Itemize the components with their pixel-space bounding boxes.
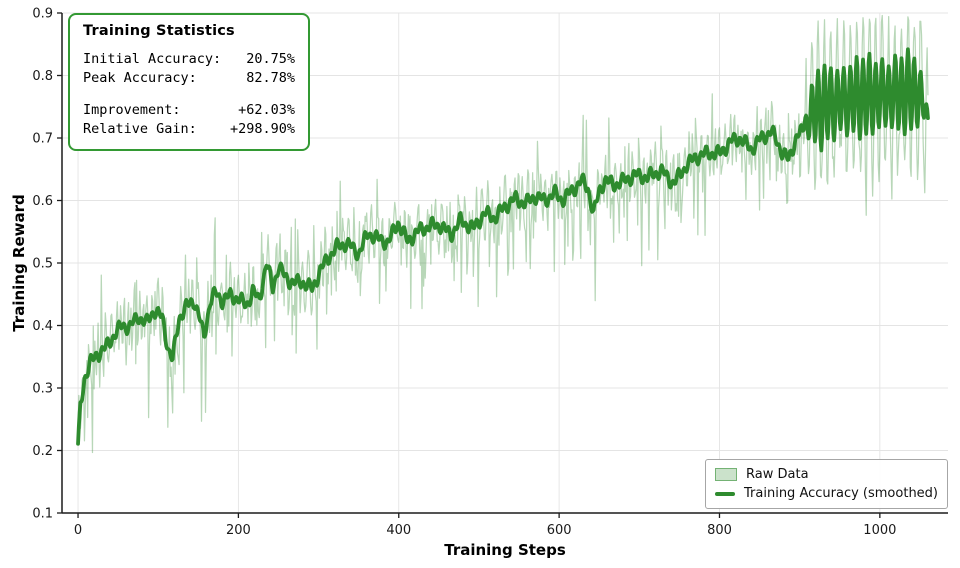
stat-value: 20.75% [246,51,295,67]
stat-value: 82.78% [246,70,295,86]
y-axis-label: Training Reward [10,194,28,332]
stat-improvement: Improvement: +62.03% [83,101,295,120]
stat-label: Relative Gain: [83,121,197,137]
y-tick-label: 0.4 [32,319,53,334]
stats-box-title: Training Statistics [83,23,235,39]
x-tick-label: 0 [74,523,82,538]
stats-box: Training Statistics Initial Accuracy: 20… [68,13,310,151]
legend: Raw Data Training Accuracy (smoothed) [705,459,948,509]
y-tick-label: 0.2 [32,444,53,459]
legend-label: Training Accuracy (smoothed) [744,486,938,501]
stat-label: Improvement: [83,102,181,118]
stat-value: +62.03% [238,102,295,118]
y-tick-label: 0.3 [32,382,53,397]
stat-relative-gain: Relative Gain: +298.90% [83,120,295,139]
x-tick-label: 1000 [863,523,896,538]
y-tick-label: 0.6 [32,194,53,209]
y-tick-label: 0.8 [32,69,53,84]
axis-ticks [57,12,881,518]
raw-data-swatch [715,468,738,481]
legend-entry-raw-data: Raw Data [715,465,938,484]
stat-label: Peak Accuracy: [83,70,197,86]
y-tick-label: 0.9 [32,7,53,22]
smoothed-line-swatch [715,491,736,496]
y-tick-label: 0.7 [32,132,53,147]
y-tick-label: 0.1 [32,507,53,522]
y-tick-label: 0.5 [32,257,53,272]
smoothed-series [76,47,930,446]
x-tick-label: 400 [386,523,411,538]
x-tick-label: 600 [547,523,572,538]
x-tick-label: 200 [226,523,251,538]
x-tick-label: 800 [707,523,732,538]
stat-label: Initial Accuracy: [83,51,222,67]
stat-initial-accuracy: Initial Accuracy: 20.75% [83,50,295,69]
legend-entry-smoothed: Training Accuracy (smoothed) [715,484,938,503]
tick-labels: 0.1 0.2 0.3 0.4 0.5 0.6 0.7 0.8 0.9 0 200 400 600 800… [32,7,896,539]
stats-group-gap [83,88,295,101]
legend-label: Raw Data [746,467,809,482]
stat-value: +298.90% [229,121,295,137]
stat-peak-accuracy: Peak Accuracy: 82.78% [83,69,295,88]
x-axis-label: Training Steps [444,541,566,559]
